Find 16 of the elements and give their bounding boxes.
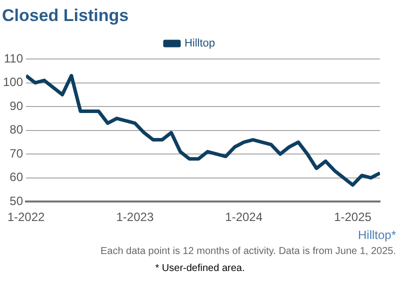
y-tick-label: 100 xyxy=(2,75,24,90)
chart-title: Closed Listings xyxy=(1,5,130,27)
y-tick-label: 90 xyxy=(10,98,24,113)
y-tick-label: 110 xyxy=(4,51,24,66)
text: Each data point is 12 months of activity. Data is from June 1, 2025. xyxy=(99,246,397,257)
legend-label: Hilltop xyxy=(184,38,216,50)
x-tick-label: 1-2022 xyxy=(7,210,46,224)
y-tick-label: 60 xyxy=(10,170,24,184)
x-tick-label: 1-2025 xyxy=(334,210,372,224)
y-tick-label: 80 xyxy=(10,122,24,137)
y-tick-label: 50 xyxy=(10,194,24,208)
x-tick-label: 1-2023 xyxy=(116,210,154,224)
text: Hilltop* xyxy=(356,228,397,242)
y-tick-label: 70 xyxy=(10,146,24,160)
x-tick-label: 1-2024 xyxy=(225,210,263,224)
text: * User-defined area. xyxy=(154,263,246,274)
